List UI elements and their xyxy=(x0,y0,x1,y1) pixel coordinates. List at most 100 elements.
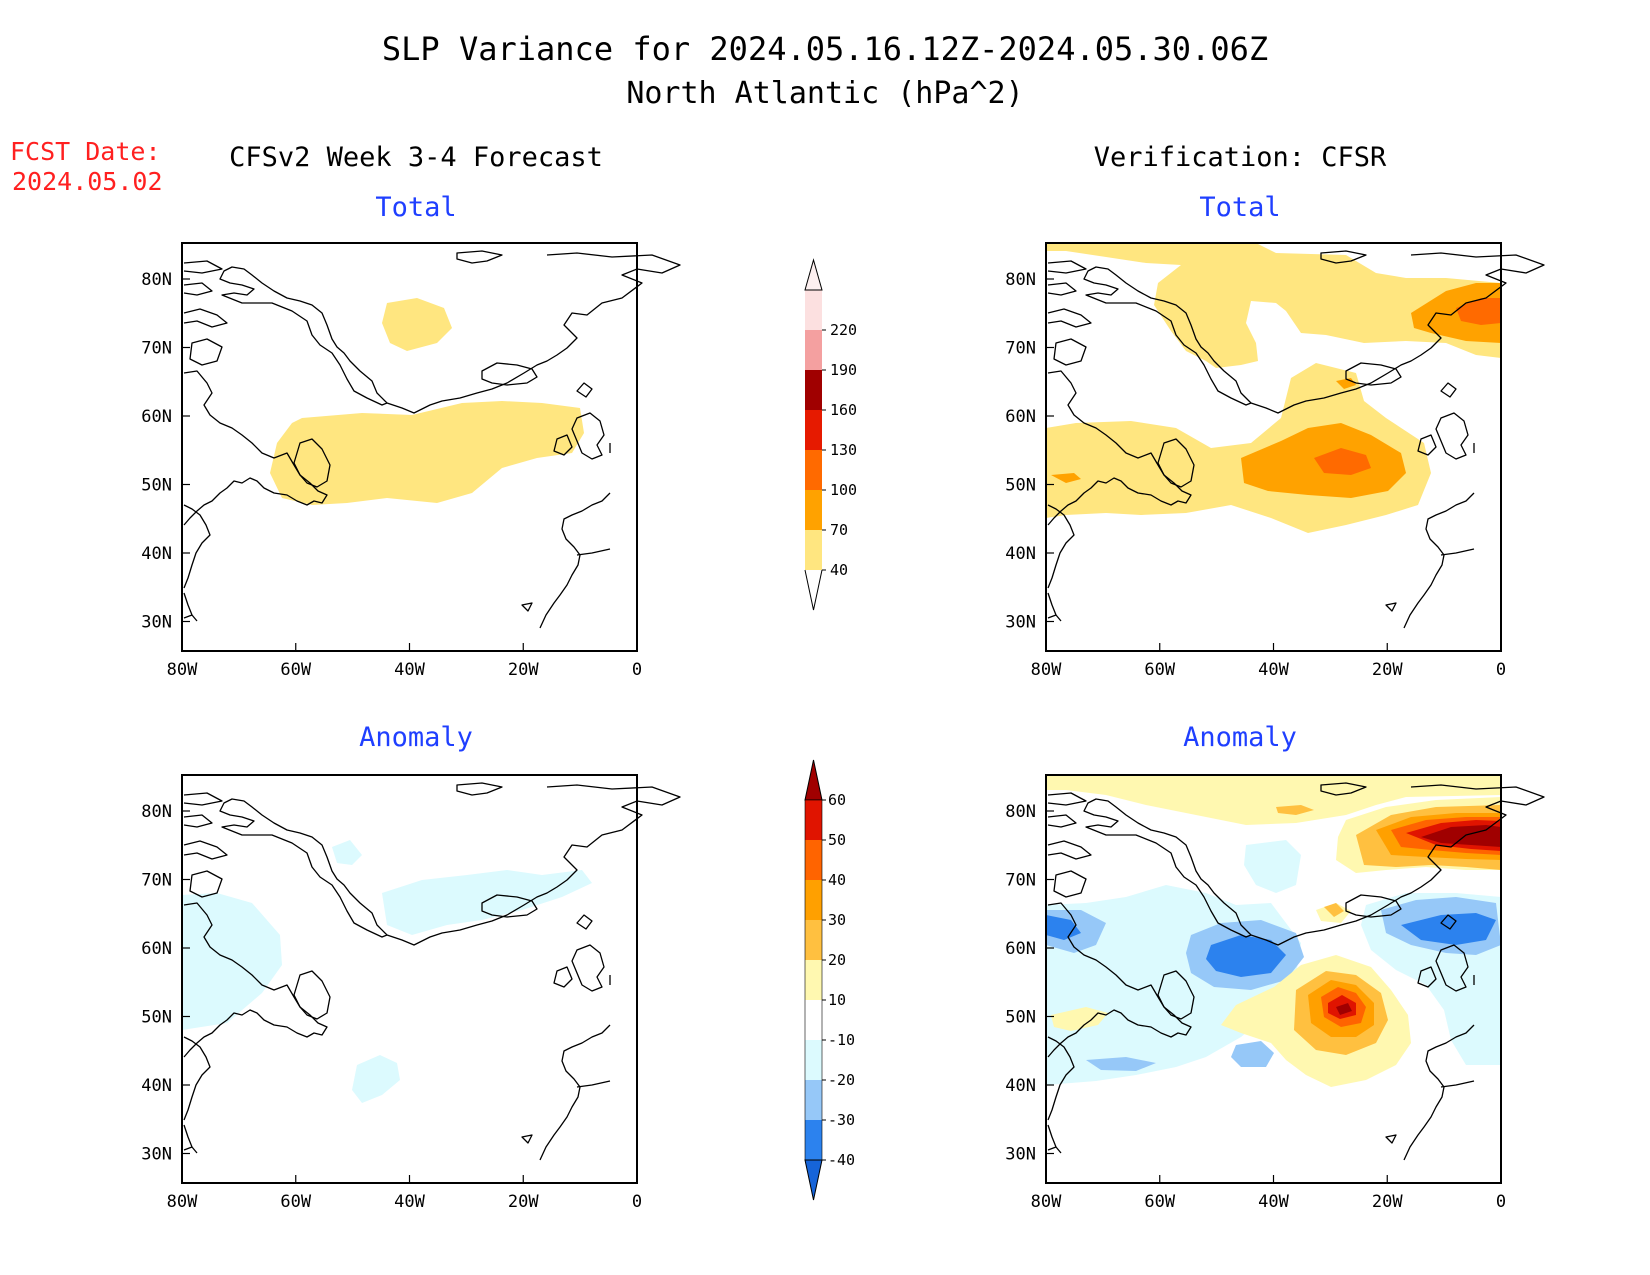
panel-title-verification-anomaly: Anomaly xyxy=(1183,722,1297,753)
lon-tick-label: 20W xyxy=(508,1192,539,1212)
colorbar-segment xyxy=(805,960,822,1000)
colorbar-label: 20 xyxy=(828,951,846,969)
contour-neg10-neg20 xyxy=(332,840,362,865)
lat-tick-label: 50N xyxy=(141,1008,172,1028)
lat-tick-label: 30N xyxy=(141,1145,172,1165)
colorbar-segment xyxy=(805,1040,822,1080)
colorbar-bottom-arrow xyxy=(804,569,823,611)
lat-tick-label: 70N xyxy=(141,339,172,359)
lon-tick-label: 0 xyxy=(1496,1192,1506,1212)
colorbar-segment xyxy=(805,840,822,880)
lon-tick-label: 20W xyxy=(1372,660,1403,680)
contour-100-130 xyxy=(1314,448,1371,475)
colorbar-label: -20 xyxy=(828,1071,855,1089)
lat-tick-label: 50N xyxy=(141,476,172,496)
map-forecast-anomaly xyxy=(181,774,681,1184)
lat-tick-label: 40N xyxy=(141,1076,172,1096)
colorbar-label: 160 xyxy=(830,401,857,419)
lat-tick-label: 60N xyxy=(141,407,172,427)
colorbar-segment xyxy=(805,450,822,490)
colorbar-top-arrow xyxy=(804,258,823,291)
fcst-date-value: 2024.05.02 xyxy=(12,167,163,196)
contour-neg20-neg30 xyxy=(1231,1041,1274,1067)
contour-40-70 xyxy=(382,298,452,351)
colorbar-label: -40 xyxy=(828,1151,855,1169)
lat-tick-label: 80N xyxy=(141,802,172,822)
lat-tick-label: 40N xyxy=(141,544,172,564)
lon-tick-label: 40W xyxy=(394,660,425,680)
colorbar-label: 70 xyxy=(830,521,848,539)
lon-tick-label: 60W xyxy=(1144,660,1175,680)
contour-70-100 xyxy=(1051,473,1081,483)
lon-tick-label: 0 xyxy=(632,660,642,680)
lat-tick-label: 80N xyxy=(141,270,172,290)
lon-tick-label: 20W xyxy=(1372,1192,1403,1212)
contour-60-plus xyxy=(1421,825,1501,847)
lon-tick-label: 0 xyxy=(1496,660,1506,680)
lon-tick-label: 80W xyxy=(1031,1192,1062,1212)
colorbar-label: 130 xyxy=(830,441,857,459)
colorbar-segment xyxy=(805,1000,822,1040)
contour-10-20 xyxy=(1046,775,1501,825)
contour-10-20 xyxy=(1051,1007,1108,1031)
contour-10-20 xyxy=(1276,805,1314,815)
colorbar-segment xyxy=(805,880,822,920)
contour-neg30-neg40 xyxy=(1206,935,1286,977)
contour-20-30 xyxy=(1324,903,1344,917)
lat-tick-label: 30N xyxy=(1005,613,1036,633)
lon-tick-label: 80W xyxy=(167,1192,198,1212)
colorbar-segment xyxy=(805,330,822,370)
map-forecast-total xyxy=(181,242,681,652)
colorbar-bottom-arrow xyxy=(804,1159,823,1201)
colorbar-segment xyxy=(805,800,822,840)
colorbar-segment xyxy=(805,490,822,530)
lat-tick-label: 40N xyxy=(1005,544,1036,564)
contour-neg10-neg20 xyxy=(1244,840,1301,893)
colorbar-segment xyxy=(805,1120,822,1160)
lat-tick-label: 30N xyxy=(141,613,172,633)
panel-title-forecast-total: Total xyxy=(375,192,456,223)
map-verification-anomaly xyxy=(1045,774,1545,1184)
lat-tick-label: 60N xyxy=(1005,407,1036,427)
contour-neg10-neg20 xyxy=(182,893,282,1030)
contour-40-70 xyxy=(1046,243,1501,368)
colorbar-segment xyxy=(805,920,822,960)
contour-neg30-neg40 xyxy=(1401,913,1496,945)
lat-tick-label: 40N xyxy=(1005,1076,1036,1096)
map-verification-total xyxy=(1045,242,1545,652)
colorbar-label: 220 xyxy=(830,321,857,339)
colorbar-segment xyxy=(805,370,822,410)
lat-tick-label: 80N xyxy=(1005,270,1036,290)
left-column-title: CFSv2 Week 3-4 Forecast xyxy=(229,142,603,173)
contour-100-130 xyxy=(1456,298,1501,325)
contour-neg10-neg20 xyxy=(382,870,592,935)
lon-tick-label: 40W xyxy=(394,1192,425,1212)
colorbar-anomaly: 60 50 40 30 20 10 -10 -20 -30 -40 xyxy=(804,759,855,1201)
chart-title-line2: North Atlantic (hPa^2) xyxy=(626,76,1023,111)
lat-tick-label: 50N xyxy=(1005,476,1036,496)
contour-60-plus xyxy=(1336,1003,1352,1015)
colorbar-total: 40 70 100 130 160 190 220 xyxy=(804,258,857,611)
colorbar-top-arrow xyxy=(804,759,823,801)
lat-tick-label: 30N xyxy=(1005,1145,1036,1165)
colorbar-label: 40 xyxy=(828,871,846,889)
lon-tick-label: 40W xyxy=(1258,1192,1289,1212)
colorbar-label: 100 xyxy=(830,481,857,499)
colorbar-segment xyxy=(805,410,822,450)
lat-tick-label: 70N xyxy=(1005,871,1036,891)
lat-tick-label: 60N xyxy=(141,939,172,959)
lon-tick-label: 80W xyxy=(167,660,198,680)
lon-tick-label: 40W xyxy=(1258,660,1289,680)
contour-neg20-neg30 xyxy=(1086,1057,1156,1071)
contour-neg10-neg20 xyxy=(352,1055,400,1103)
colorbar-label: 60 xyxy=(828,791,846,809)
right-column-title: Verification: CFSR xyxy=(1094,142,1387,173)
colorbar-label: 40 xyxy=(830,561,848,579)
lat-tick-label: 60N xyxy=(1005,939,1036,959)
colorbar-label: -30 xyxy=(828,1111,855,1129)
lat-tick-label: 70N xyxy=(141,871,172,891)
colorbar-label: 30 xyxy=(828,911,846,929)
colorbar-segment xyxy=(805,530,822,570)
contour-neg30-neg40 xyxy=(1046,915,1081,940)
panel-title-forecast-anomaly: Anomaly xyxy=(359,722,473,753)
